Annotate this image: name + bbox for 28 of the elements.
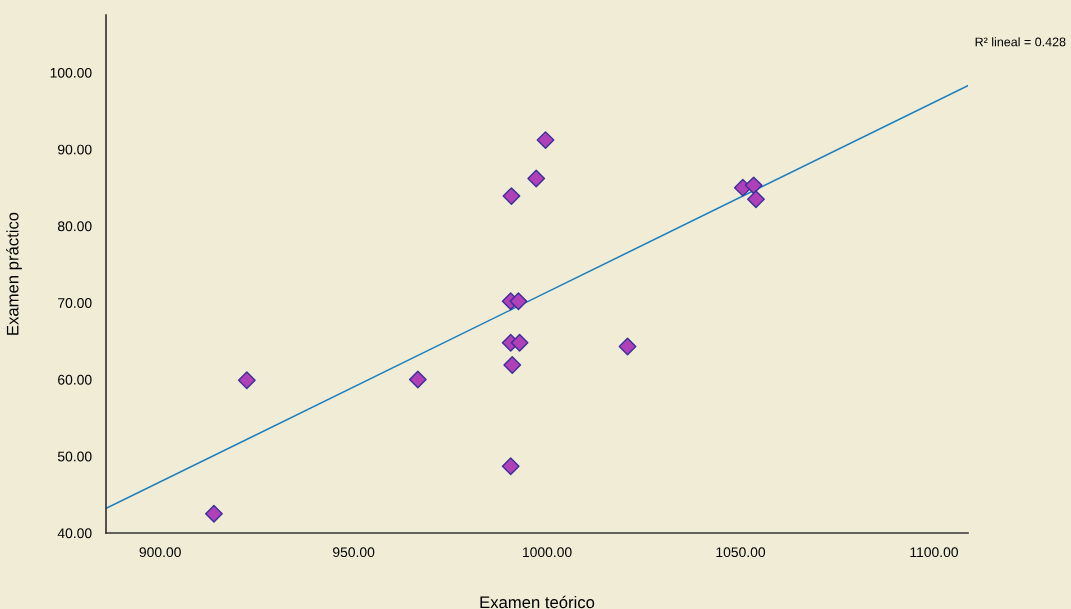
point (501, 457, 520, 476)
y-tick-label: 50.00 (57, 451, 92, 462)
point (510, 333, 529, 352)
x-tick-label: 1050.00 (716, 547, 766, 558)
text: R² lineal = 0.428 (975, 37, 1066, 47)
y-tick-label: 40.00 (57, 528, 92, 539)
point (237, 371, 256, 390)
y-tick-label: 70.00 (58, 298, 92, 308)
x-tick-label: 950.00 (333, 547, 375, 558)
x-tick-label: 900.00 (139, 547, 181, 558)
x-tick-label: 1000.00 (523, 547, 572, 558)
point (509, 292, 528, 311)
point (747, 190, 765, 209)
point (527, 169, 546, 188)
point (618, 337, 637, 356)
x-tick-label: 1100.00 (910, 547, 958, 558)
y-tick-label: 80.00 (57, 221, 92, 232)
point (205, 504, 223, 523)
y-tick-label: 90.00 (58, 144, 92, 155)
point (503, 356, 522, 374)
point (408, 370, 427, 389)
x-axis-title: Examen teórico (480, 595, 595, 609)
y-tick-label: 100.00 (50, 67, 92, 78)
point (502, 187, 521, 206)
point (536, 131, 555, 149)
y-tick-label: 60.00 (58, 374, 92, 385)
y-axis-title: Examen práctico (6, 212, 22, 335)
point (744, 176, 763, 195)
